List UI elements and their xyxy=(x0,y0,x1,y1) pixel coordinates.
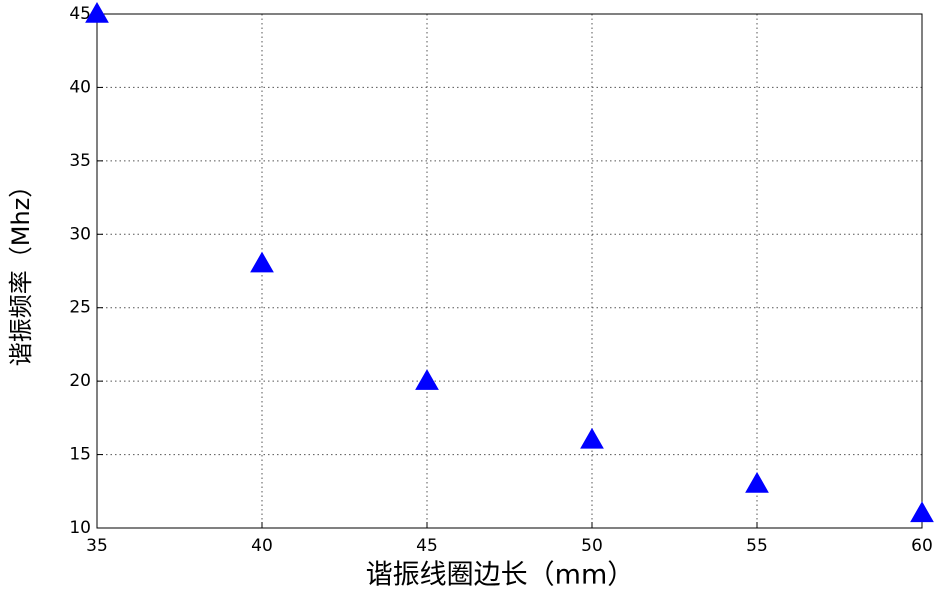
x-tick-label: 60 xyxy=(911,536,933,556)
y-tick-label: 20 xyxy=(69,371,91,391)
y-tick-label: 35 xyxy=(69,151,91,171)
x-tick-label: 40 xyxy=(251,536,273,556)
x-tick-label: 50 xyxy=(581,536,603,556)
marker xyxy=(910,501,934,523)
plot-frame xyxy=(96,13,923,529)
y-tick-label: 40 xyxy=(69,77,91,97)
marker xyxy=(745,471,769,493)
y-tick-label: 30 xyxy=(69,224,91,244)
x-axis-label: 谐振线圈边长（mm） xyxy=(366,560,635,591)
x-tick-label: 45 xyxy=(416,536,438,556)
y-axis-label: 谐振频率（Mhz） xyxy=(7,174,35,367)
marker xyxy=(580,427,604,449)
marker xyxy=(250,251,274,273)
y-tick-label: 15 xyxy=(69,445,91,465)
x-tick-label: 55 xyxy=(746,536,768,556)
marker xyxy=(85,1,109,23)
y-tick-label: 10 xyxy=(69,518,91,538)
marker xyxy=(415,369,439,390)
y-tick-label: 25 xyxy=(69,298,91,318)
y-tick-label: 45 xyxy=(69,4,91,24)
x-tick-label: 35 xyxy=(86,536,108,556)
